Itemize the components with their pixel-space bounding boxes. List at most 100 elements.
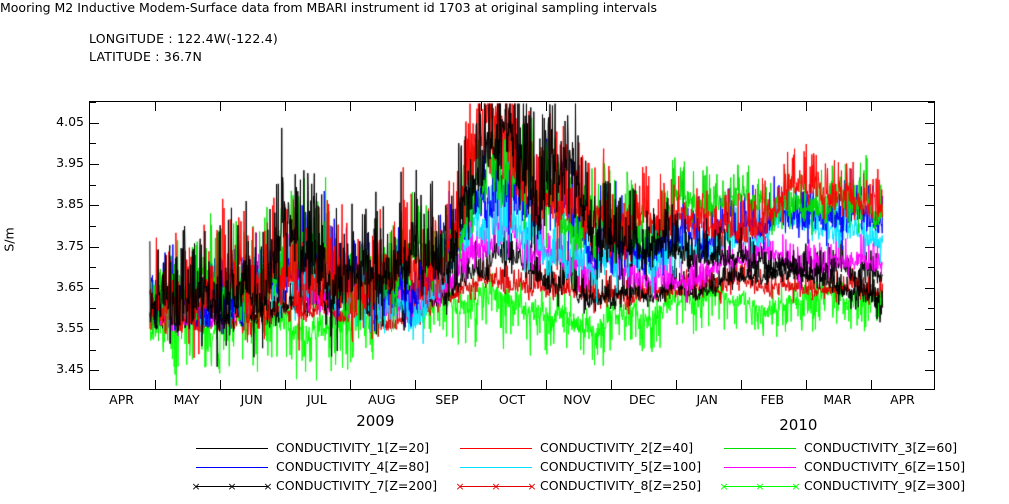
legend-color-swatch [724, 467, 796, 468]
x-tick-label: APR [890, 392, 915, 407]
x-tick-label: OCT [498, 392, 526, 407]
x-major-tick [740, 380, 742, 389]
x-major-tick [350, 380, 352, 389]
legend-color-swatch [460, 467, 532, 468]
y-minor-tick [90, 184, 96, 186]
y-tick-label: 3.95 [56, 154, 84, 170]
latitude-label: LATITUDE : 36.7N [89, 49, 203, 64]
y-tick-label: 3.55 [56, 320, 84, 336]
legend-label: CONDUCTIVITY_4[Z=80] [276, 459, 430, 474]
y-minor-tick [928, 349, 934, 351]
legend-x-marker-icon: × [719, 480, 729, 493]
x-major-tick [545, 102, 547, 111]
y-tick-label: 4.05 [56, 113, 84, 129]
y-major-tick [90, 122, 99, 124]
x-major-tick [415, 380, 417, 389]
y-major-tick [925, 205, 934, 207]
legend-label: CONDUCTIVITY_2[Z=40] [540, 440, 694, 455]
x-tick-label: AUG [368, 392, 396, 407]
y-major-tick [925, 163, 934, 165]
legend-x-marker-icon: × [227, 480, 237, 493]
legend-label: CONDUCTIVITY_6[Z=150] [804, 459, 966, 474]
legend-label: CONDUCTIVITY_5[Z=100] [540, 459, 702, 474]
y-minor-tick [928, 308, 934, 310]
x-major-tick [610, 380, 612, 389]
x-tick-label: MAY [173, 392, 200, 407]
y-tick-label: 3.85 [56, 196, 84, 212]
x-major-tick [740, 102, 742, 111]
y-major-tick [90, 287, 99, 289]
y-minor-tick [90, 349, 96, 351]
x-major-tick [870, 102, 872, 111]
x-tick-label: JAN [696, 392, 718, 407]
y-major-tick [925, 246, 934, 248]
x-major-tick [155, 102, 157, 111]
x-tick-label: MAR [823, 392, 852, 407]
x-major-tick [805, 380, 807, 389]
y-major-tick [925, 287, 934, 289]
x-tick-label: JUL [306, 392, 327, 407]
x-major-tick [480, 102, 482, 111]
x-tick-label: SEP [435, 392, 459, 407]
x-major-tick [675, 102, 677, 111]
legend-color-swatch [196, 467, 268, 468]
y-major-tick [90, 246, 99, 248]
x-major-tick [155, 380, 157, 389]
legend-x-marker-icon: × [527, 480, 537, 493]
y-major-tick [90, 370, 99, 372]
x-major-tick [350, 102, 352, 111]
plot-title: Mooring M2 Inductive Modem-Surface data … [0, 0, 657, 15]
legend-color-swatch [724, 448, 796, 449]
x-tick-label: APR [109, 392, 134, 407]
x-major-tick [220, 102, 222, 111]
y-minor-tick [90, 225, 96, 227]
x-axis-year-2009: 2009 [356, 412, 395, 430]
legend-x-marker-icon: × [791, 480, 801, 493]
x-major-tick [675, 380, 677, 389]
y-minor-tick [90, 143, 96, 145]
y-minor-tick [90, 267, 96, 269]
y-minor-tick [928, 102, 934, 103]
series-canvas [90, 102, 936, 391]
x-major-tick [415, 102, 417, 111]
legend-x-marker-icon: × [455, 480, 465, 493]
chart-legend: CONDUCTIVITY_1[Z=20] CONDUCTIVITY_2[Z=40]… [191, 440, 986, 498]
legend-label: CONDUCTIVITY_3[Z=60] [804, 440, 958, 455]
longitude-label: LONGITUDE : 122.4W(-122.4) [89, 31, 278, 46]
x-tick-label: FEB [760, 392, 785, 407]
x-major-tick [220, 380, 222, 389]
x-tick-label: JUN [240, 392, 263, 407]
x-major-tick [285, 380, 287, 389]
y-axis-title: S/m [1, 227, 17, 252]
y-minor-tick [928, 184, 934, 186]
legend-x-marker-icon: × [263, 480, 273, 493]
legend-x-marker-icon: × [755, 480, 765, 493]
y-tick-label: 3.45 [56, 361, 84, 377]
legend-color-swatch [196, 486, 268, 487]
x-tick-label: NOV [563, 392, 591, 407]
legend-color-swatch [460, 448, 532, 449]
y-minor-tick [90, 102, 96, 103]
y-tick-label: 3.75 [56, 237, 84, 253]
legend-color-swatch [460, 486, 532, 487]
y-major-tick [90, 329, 99, 331]
y-axis-tick-labels: 3.45 3.55 3.65 3.75 3.85 3.95 4.05 [22, 101, 84, 390]
y-minor-tick [90, 308, 96, 310]
y-major-tick [925, 122, 934, 124]
legend-x-marker-icon: × [491, 480, 501, 493]
y-major-tick [925, 329, 934, 331]
x-major-tick [805, 102, 807, 111]
y-major-tick [90, 205, 99, 207]
y-major-tick [90, 163, 99, 165]
legend-label: CONDUCTIVITY_9[Z=300] [804, 478, 966, 493]
legend-label: CONDUCTIVITY_8[Z=250] [540, 478, 702, 493]
x-major-tick [480, 380, 482, 389]
x-major-tick [285, 102, 287, 111]
x-major-tick [545, 380, 547, 389]
x-major-tick [870, 380, 872, 389]
legend-label: CONDUCTIVITY_7[Z=200] [276, 478, 438, 493]
y-minor-tick [928, 225, 934, 227]
y-minor-tick [928, 143, 934, 145]
legend-color-swatch [724, 486, 796, 487]
